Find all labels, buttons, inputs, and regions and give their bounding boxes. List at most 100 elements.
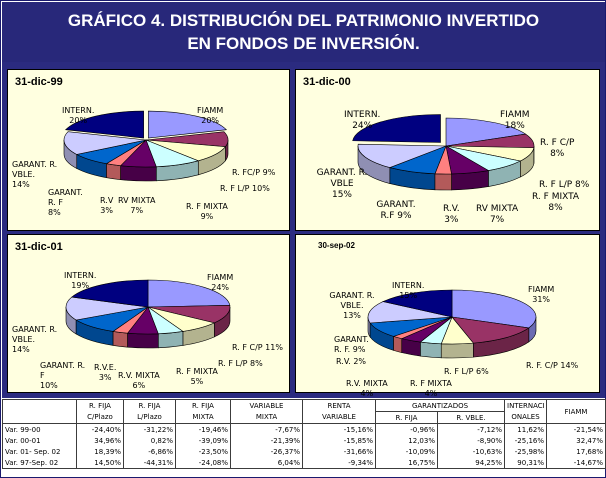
pie-slice-side — [127, 332, 159, 349]
header-top: R. FIJA — [76, 399, 124, 412]
table-cell: -24,40% — [76, 423, 124, 435]
pie-slice — [382, 289, 453, 318]
pie-slice — [65, 110, 144, 139]
table-cell: -21,54% — [546, 423, 606, 435]
table-cell: -15,16% — [302, 423, 376, 435]
pie-slice — [445, 117, 527, 147]
pie-slice — [71, 279, 149, 308]
table-cell: -6,86% — [123, 446, 176, 457]
slice-label-rvmixta: R.V. MIXTA 4% — [346, 379, 388, 398]
table-cell: 34,96% — [76, 435, 124, 446]
slice-label-rfcp: R. F. C/P 14% — [526, 361, 579, 370]
variation-table: R. FIJA R. FIJA R. FIJA VARIABLE RENTA G… — [2, 399, 606, 477]
slice-label-rve: R.V.E. 3% — [94, 363, 117, 382]
slice-label-garant-rf: GARANT. R. F. 9% — [334, 335, 369, 354]
pie-chart-2002 — [367, 289, 537, 359]
header-empty — [2, 411, 77, 424]
table-cell: -31,66% — [302, 446, 376, 457]
slice-label-garant-rf: GARANT. R. F 8% — [48, 188, 83, 217]
slice-label-rvmixta: R.V. MIXTA 6% — [118, 371, 160, 390]
slice-label-rfmixta: R. F MIXTA 8% — [532, 192, 580, 213]
table-row: Var. 97-Sep. 02 14,50% -44,31% -24,08% 6,04%… — [2, 457, 606, 469]
table-cell: -21,39% — [230, 435, 303, 446]
slice-label-intern: INTERN. 24% — [344, 110, 381, 131]
panel-date: 31-dic-99 — [15, 76, 63, 88]
table-cell: 14,50% — [76, 457, 124, 469]
pie-slice-side — [106, 163, 121, 181]
pie-slice-side — [112, 331, 128, 348]
table-row: Var. 00-01 34,96% 0,82% -39,09% -21,39% -15,8… — [2, 435, 606, 446]
slice-label-garant-rf: GARANT. R. F 10% — [40, 361, 86, 390]
panel-date: 31-dic-01 — [15, 241, 63, 253]
title-line-1: GRÁFICO 4. DISTRIBUCIÓN DEL PATRIMONIO I… — [67, 11, 540, 30]
panel-date: 30-sep-02 — [318, 241, 355, 250]
pie-panel-1999: 31-dic-99 INTERN. 20% FIAMM 20% R. FC/P 9%… — [7, 69, 290, 231]
slice-label-fiamm: FIAMM 20% — [197, 106, 224, 125]
header-top: R. FIJA — [175, 399, 231, 412]
pie-slice — [63, 131, 147, 155]
header-bottom: MIXTA — [175, 411, 231, 424]
table-cell: 90,31% — [504, 457, 547, 469]
slice-label-intern: INTERN. 20% — [62, 106, 95, 125]
table-cell: 17,68% — [546, 446, 606, 457]
pie-slice-side — [434, 173, 452, 191]
slice-label-garant-rv: GARANT. R. VBLE. 14% — [12, 160, 58, 189]
pie-slice — [65, 296, 149, 321]
slice-label-garant-rf: GARANT. R.F 9% — [376, 200, 416, 221]
row-label: Var. 01- Sep. 02 — [2, 446, 77, 457]
table-cell: -0,96% — [375, 423, 438, 435]
pie-panel-2000: 31-dic-00 INTERN. 24% FIAMM 18% R. F C/P 8%… — [295, 69, 600, 231]
table-cell: 16,75% — [375, 457, 438, 469]
slice-label-garant-rv: GARANT. R. VBLE. 13% — [329, 291, 375, 320]
slice-label-rvmixta: RV MIXTA 7% — [118, 196, 156, 215]
table-header-row-bottom: C/Plazo L/Plazo MIXTA MIXTA VARIABLE R. … — [2, 411, 606, 424]
table-cell: -19,46% — [175, 423, 231, 435]
header-bottom: L/Plazo — [123, 411, 176, 424]
row-label: Var. 00-01 — [2, 435, 77, 446]
table-cell: 6,04% — [230, 457, 303, 469]
charts-area: 31-dic-99 INTERN. 20% FIAMM 20% R. FC/P 9%… — [2, 62, 605, 398]
header-top: R. FIJA — [123, 399, 176, 412]
table-cell: 11,62% — [504, 423, 547, 435]
pie-slice — [357, 143, 447, 168]
table-cell: -9,34% — [302, 457, 376, 469]
table-cell: -10,63% — [437, 446, 505, 457]
table-header-row-top: R. FIJA R. FIJA R. FIJA VARIABLE RENTA G… — [2, 399, 606, 424]
pie-slice — [451, 289, 537, 329]
table-cell: -15,85% — [302, 435, 376, 446]
header-bottom: ONALES — [504, 411, 547, 424]
header-bottom: VARIABLE — [302, 411, 376, 424]
table-cell: -31,22% — [123, 423, 176, 435]
header-top: VARIABLE — [230, 399, 303, 412]
header-top: INTERNACI — [504, 399, 547, 412]
header-bottom: C/Plazo — [76, 411, 124, 424]
table-cell: -8,90% — [437, 435, 505, 446]
header-bottom: R. VBLE. — [437, 411, 505, 424]
table-body: Var. 99-00 -24,40% -31,22% -19,46% -7,67% -15… — [2, 423, 606, 469]
header-empty — [2, 399, 77, 412]
pie-slice-side — [440, 342, 474, 359]
header-top: RENTA — [302, 399, 376, 412]
table-cell: -25,98% — [504, 446, 547, 457]
table-cell: 12,03% — [375, 435, 438, 446]
header-bottom: R. FIJA — [375, 411, 438, 424]
panel-date: 31-dic-00 — [303, 76, 351, 88]
slice-label-rfmixta: R. F MIXTA 4% — [410, 379, 452, 398]
table-cell: 0,82% — [123, 435, 176, 446]
slice-label-rv: R.V. 2% — [336, 357, 367, 366]
title-line-2: EN FONDOS DE INVERSIÓN. — [187, 34, 420, 53]
table-cell: -10,09% — [375, 446, 438, 457]
slice-label-rfcp: R. F C/P 8% — [540, 138, 575, 159]
row-label: Var. 99-00 — [2, 423, 77, 435]
slice-label-fiamm: FIAMM 31% — [528, 285, 555, 304]
pie-slice — [352, 114, 441, 143]
slice-label-intern: INTERN. 15% — [392, 281, 425, 300]
pie-slice-side — [420, 341, 442, 359]
slice-label-rflp: R. F L/P 8% — [539, 180, 590, 190]
pie-slice — [451, 316, 530, 344]
slice-label-fiamm: FIAMM 18% — [500, 110, 530, 131]
slice-label-rfcp: R. FC/P 9% — [232, 168, 276, 177]
table-cell: -39,09% — [175, 435, 231, 446]
table-cell: -25,16% — [504, 435, 547, 446]
